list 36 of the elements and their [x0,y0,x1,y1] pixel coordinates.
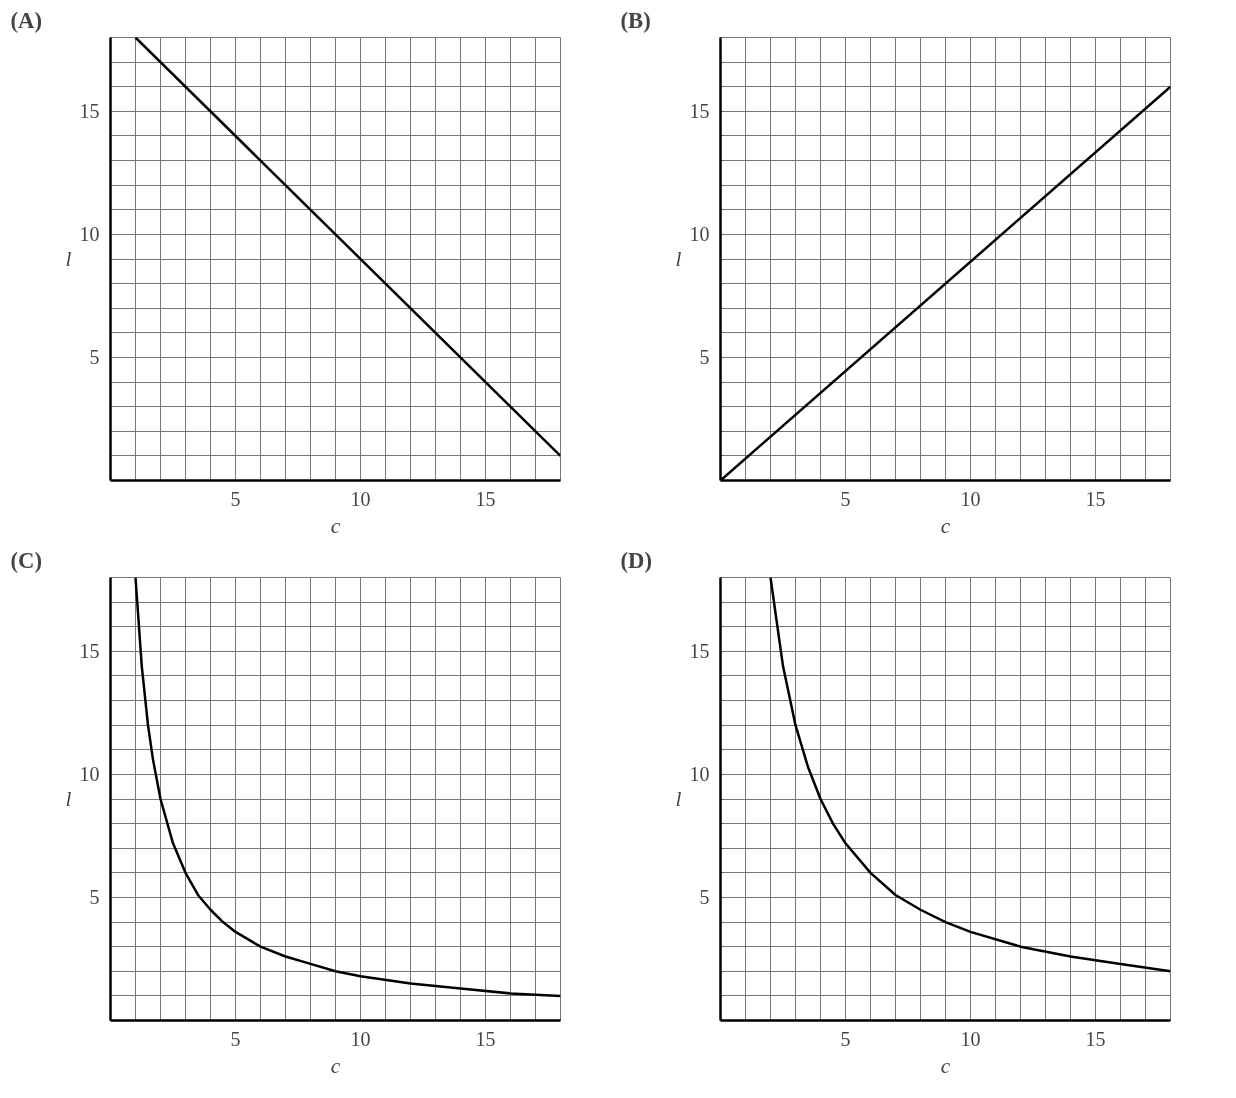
x-tick-label: 15 [1085,487,1106,510]
chart-title: (A) [10,7,42,33]
x-tick-label: 10 [350,1027,371,1050]
y-tick-label: 5 [699,346,710,369]
y-tick-label: 15 [689,640,710,663]
y-tick-label: 15 [79,640,100,663]
y-tick-label: 15 [79,100,100,123]
y-axis-title: l [65,787,72,811]
x-tick-label: 5 [230,487,241,510]
y-tick-label: 5 [89,346,100,369]
x-tick-label: 5 [840,1027,851,1050]
y-axis-title: l [675,787,682,811]
y-tick-label: 5 [699,886,710,909]
x-tick-label: 10 [350,487,371,510]
x-axis-title: c [330,1053,341,1078]
x-axis-title: c [940,1053,951,1078]
y-axis-title: l [675,247,682,271]
chart-title: (D) [620,547,652,573]
y-tick-label: 10 [79,223,100,246]
x-axis-title: c [940,513,951,538]
x-tick-label: 10 [960,1027,981,1050]
x-tick-label: 10 [960,487,981,510]
x-tick-label: 15 [1085,1027,1106,1050]
y-tick-label: 10 [689,763,710,786]
x-tick-label: 5 [840,487,851,510]
y-tick-label: 15 [689,100,710,123]
chart-title: (C) [10,547,42,573]
y-tick-label: 5 [89,886,100,909]
chart-title: (B) [620,7,651,33]
y-tick-label: 10 [79,763,100,786]
x-tick-label: 5 [230,1027,241,1050]
x-axis-title: c [330,513,341,538]
x-tick-label: 15 [475,1027,496,1050]
x-tick-label: 15 [475,487,496,510]
y-tick-label: 10 [689,223,710,246]
y-axis-title: l [65,247,72,271]
